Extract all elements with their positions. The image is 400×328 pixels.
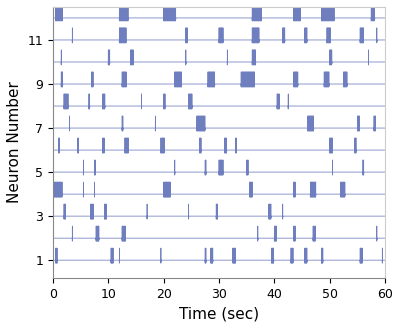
X-axis label: Time (sec): Time (sec)	[179, 306, 259, 321]
Y-axis label: Neuron Number: Neuron Number	[7, 81, 22, 203]
